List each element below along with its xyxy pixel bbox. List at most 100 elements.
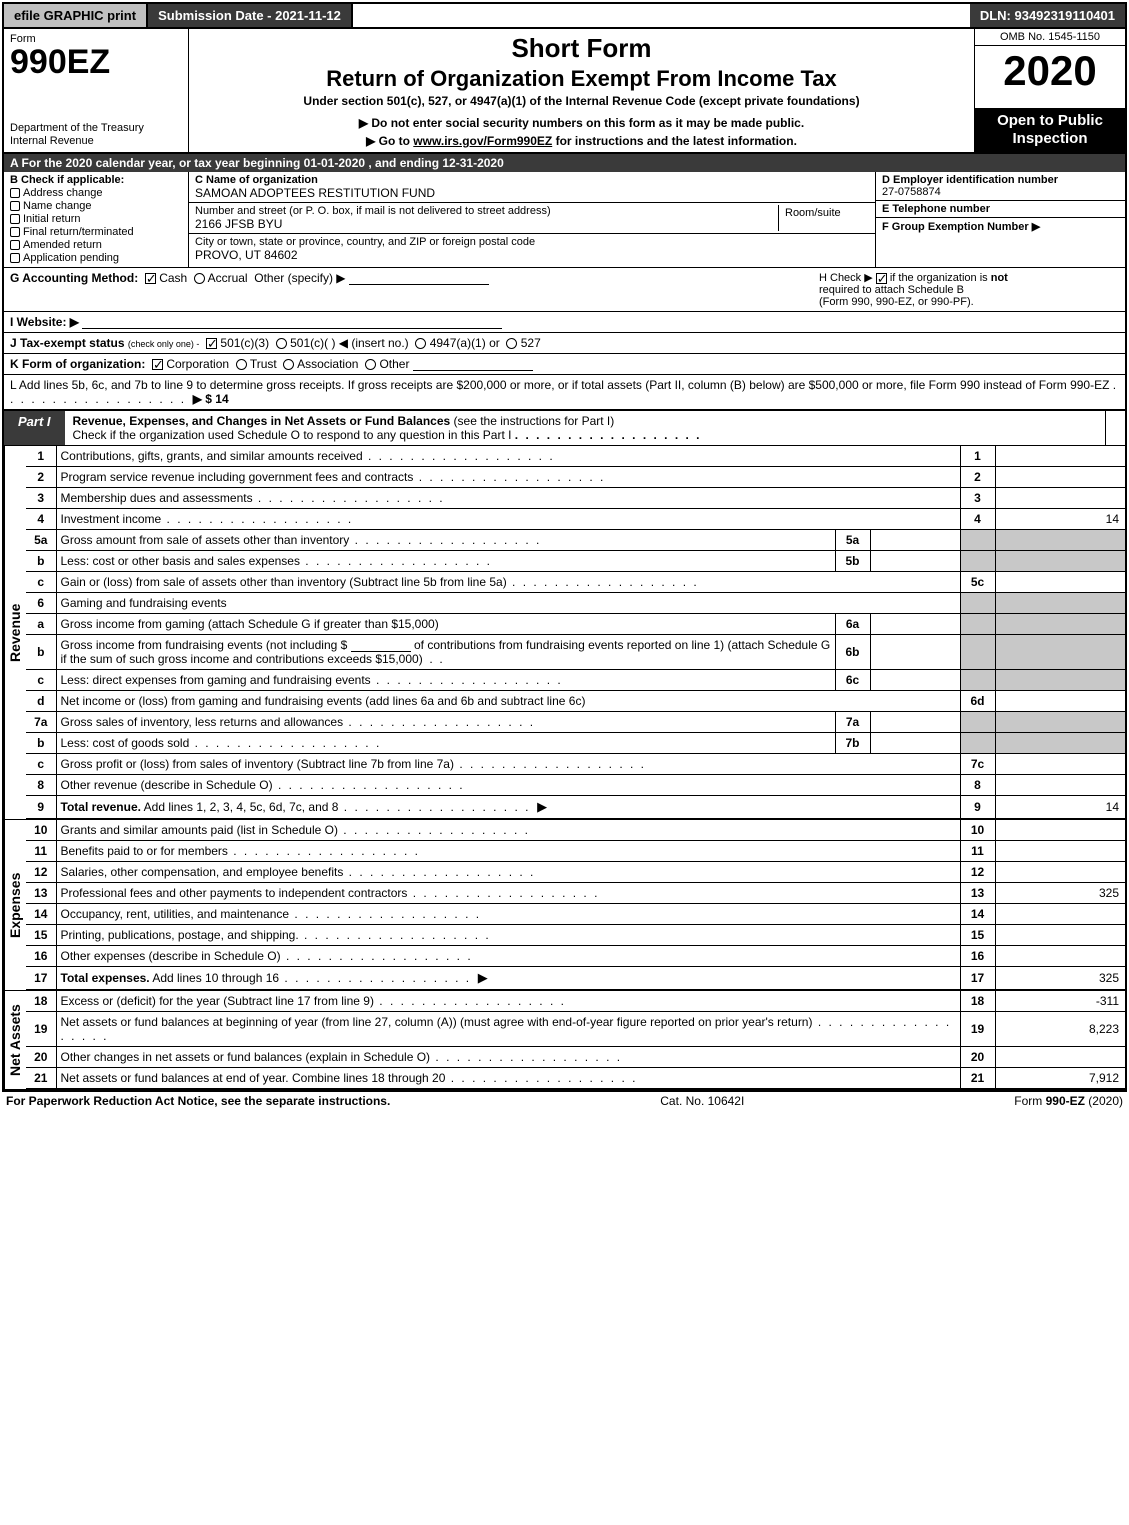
c-label: C Name of organization: [195, 174, 318, 186]
catalog-number: Cat. No. 10642I: [660, 1094, 744, 1108]
dept-irs: Internal Revenue: [10, 135, 182, 148]
top-bar: efile GRAPHIC print Submission Date - 20…: [2, 2, 1127, 29]
i-website-row: I Website: ▶: [2, 312, 1127, 333]
net-assets-section: Net Assets 18Excess or (deficit) for the…: [2, 990, 1127, 1091]
irs-link[interactable]: www.irs.gov/Form990EZ: [413, 134, 552, 148]
expenses-vertical-label: Expenses: [4, 820, 26, 990]
d-label: D Employer identification number: [882, 174, 1058, 186]
cb-application-pending[interactable]: Application pending: [10, 252, 182, 264]
ein-value: 27-0758874: [882, 186, 941, 198]
org-address-cell: Number and street (or P. O. box, if mail…: [189, 203, 875, 234]
dln-label: DLN: 93492319110401: [970, 4, 1125, 27]
ein-cell: D Employer identification number 27-0758…: [876, 172, 1125, 201]
under-section: Under section 501(c), 527, or 4947(a)(1)…: [197, 94, 966, 108]
line-16: 16Other expenses (describe in Schedule O…: [26, 946, 1125, 967]
cb-501c3[interactable]: [206, 338, 217, 349]
k-form-org-row: K Form of organization: Corporation Trus…: [2, 354, 1127, 375]
net-assets-vertical-label: Net Assets: [4, 991, 26, 1089]
line-8: 8Other revenue (describe in Schedule O)8: [26, 775, 1125, 796]
h-schedule-b: H Check ▶ if the organization is not req…: [819, 271, 1119, 308]
j-tax-exempt-row: J Tax-exempt status (check only one) - 5…: [2, 333, 1127, 354]
line-18: 18Excess or (deficit) for the year (Subt…: [26, 991, 1125, 1012]
cb-amended-return[interactable]: Amended return: [10, 239, 182, 251]
line-15: 15Printing, publications, postage, and s…: [26, 925, 1125, 946]
revenue-table: 1Contributions, gifts, grants, and simil…: [26, 446, 1125, 819]
line-5c: cGain or (loss) from sale of assets othe…: [26, 572, 1125, 593]
l-gross-receipts-row: L Add lines 5b, 6c, and 7b to line 9 to …: [2, 375, 1127, 411]
line-6c: cLess: direct expenses from gaming and f…: [26, 670, 1125, 691]
cb-trust[interactable]: [236, 359, 247, 370]
cb-schedule-b[interactable]: [876, 273, 887, 284]
form-number: 990EZ: [10, 45, 182, 79]
goto-post: for instructions and the latest informat…: [552, 134, 797, 148]
revenue-section: Revenue 1Contributions, gifts, grants, a…: [2, 446, 1127, 819]
line-9: 9Total revenue. Add lines 1, 2, 3, 4, 5c…: [26, 796, 1125, 819]
g-other: Other (specify) ▶: [254, 271, 345, 285]
l-amount: ▶ $ 14: [193, 392, 229, 406]
org-city-cell: City or town, state or province, country…: [189, 234, 875, 264]
part-1-title: Revenue, Expenses, and Changes in Net As…: [65, 411, 1105, 445]
omb-number: OMB No. 1545-1150: [975, 29, 1125, 46]
tax-year: 2020: [975, 46, 1125, 108]
f-label: F Group Exemption Number ▶: [882, 221, 1040, 233]
entity-info: B Check if applicable: Address change Na…: [2, 172, 1127, 268]
part-1-tab: Part I: [4, 411, 65, 445]
topbar-spacer: [353, 4, 970, 27]
cb-501c[interactable]: [276, 338, 287, 349]
cb-527[interactable]: [506, 338, 517, 349]
telephone-cell: E Telephone number: [876, 201, 1125, 218]
room-suite: Room/suite: [779, 205, 869, 231]
line-7c: cGross profit or (loss) from sales of in…: [26, 754, 1125, 775]
paperwork-notice: For Paperwork Reduction Act Notice, see …: [6, 1094, 390, 1108]
submission-date: Submission Date - 2021-11-12: [148, 4, 353, 27]
line-7b: bLess: cost of goods sold7b: [26, 733, 1125, 754]
form-number-box: Form 990EZ Department of the Treasury In…: [4, 29, 189, 152]
cb-association[interactable]: [283, 359, 294, 370]
dept-treasury: Department of the Treasury: [10, 122, 182, 135]
g-label: G Accounting Method:: [10, 271, 138, 285]
return-title: Return of Organization Exempt From Incom…: [197, 66, 966, 92]
efile-print-button[interactable]: efile GRAPHIC print: [4, 4, 148, 27]
department-label: Department of the Treasury Internal Reve…: [10, 122, 182, 148]
expenses-table: 10Grants and similar amounts paid (list …: [26, 820, 1125, 990]
cb-other[interactable]: [365, 359, 376, 370]
section-a-tax-year: A For the 2020 calendar year, or tax yea…: [2, 154, 1127, 172]
cb-final-return[interactable]: Final return/terminated: [10, 226, 182, 238]
e-label: E Telephone number: [882, 203, 990, 215]
right-info-column: D Employer identification number 27-0758…: [875, 172, 1125, 267]
line-12: 12Salaries, other compensation, and empl…: [26, 862, 1125, 883]
g-h-row: G Accounting Method: Cash Accrual Other …: [2, 268, 1127, 312]
line-1: 1Contributions, gifts, grants, and simil…: [26, 446, 1125, 467]
line-4: 4Investment income414: [26, 509, 1125, 530]
addr-label: Number and street (or P. O. box, if mail…: [195, 205, 551, 217]
cb-accrual[interactable]: [194, 273, 205, 284]
cb-name-change[interactable]: Name change: [10, 200, 182, 212]
line-3: 3Membership dues and assessments3: [26, 488, 1125, 509]
cb-4947[interactable]: [415, 338, 426, 349]
org-name: SAMOAN ADOPTEES RESTITUTION FUND: [195, 186, 435, 200]
line-14: 14Occupancy, rent, utilities, and mainte…: [26, 904, 1125, 925]
line-20: 20Other changes in net assets or fund ba…: [26, 1047, 1125, 1068]
k-label: K Form of organization:: [10, 357, 145, 371]
part-1-checkbox[interactable]: [1105, 411, 1125, 445]
cb-initial-return[interactable]: Initial return: [10, 213, 182, 225]
part-1-check-o: Check if the organization used Schedule …: [73, 428, 512, 442]
goto-line: ▶ Go to www.irs.gov/Form990EZ for instru…: [197, 134, 966, 148]
line-19: 19Net assets or fund balances at beginni…: [26, 1012, 1125, 1047]
line-11: 11Benefits paid to or for members11: [26, 841, 1125, 862]
city-label: City or town, state or province, country…: [195, 236, 535, 248]
cb-cash[interactable]: [145, 273, 156, 284]
line-21: 21Net assets or fund balances at end of …: [26, 1068, 1125, 1089]
line-13: 13Professional fees and other payments t…: [26, 883, 1125, 904]
cb-corporation[interactable]: [152, 359, 163, 370]
title-box: Short Form Return of Organization Exempt…: [189, 29, 975, 152]
line-6d: dNet income or (loss) from gaming and fu…: [26, 691, 1125, 712]
cb-address-change[interactable]: Address change: [10, 187, 182, 199]
i-label: I Website: ▶: [10, 315, 79, 329]
open-public-inspection: Open to Public Inspection: [975, 108, 1125, 152]
ssn-warning: ▶ Do not enter social security numbers o…: [197, 116, 966, 130]
line-6: 6Gaming and fundraising events: [26, 593, 1125, 614]
org-city: PROVO, UT 84602: [195, 248, 298, 262]
line-7a: 7aGross sales of inventory, less returns…: [26, 712, 1125, 733]
part-1-header: Part I Revenue, Expenses, and Changes in…: [2, 411, 1127, 446]
